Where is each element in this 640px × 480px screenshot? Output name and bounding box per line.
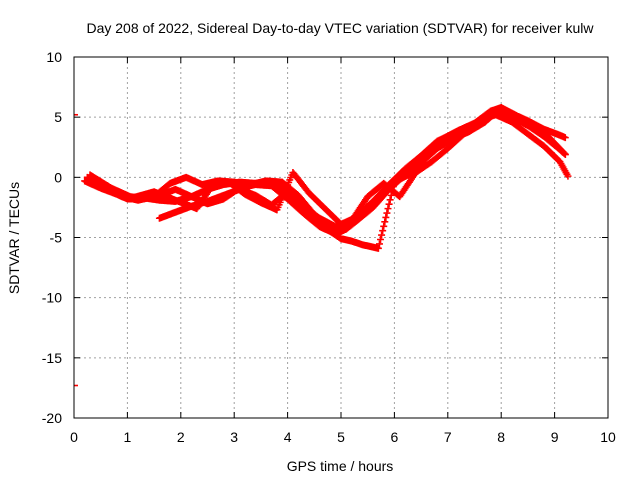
x-tick-label: 2 [177,429,185,445]
y-tick-label: 0 [54,169,62,185]
y-tick-label: 10 [46,49,62,65]
x-tick-labels: 0 1 2 3 4 5 6 7 8 9 10 [70,429,616,445]
series-track-4 [155,111,572,234]
data-point [384,205,392,213]
data-point [348,215,356,223]
y-tick-label: -20 [42,410,62,426]
chart-title: Day 208 of 2022, Sidereal Day-to-day VTE… [86,20,594,36]
data-point [564,172,572,180]
x-tick-label: 3 [230,429,238,445]
x-tick-label: 9 [551,429,559,445]
y-axis-label: SDTVAR / TECUs [6,182,22,294]
data-point [385,200,393,208]
data-point [561,150,569,158]
data-point [383,209,391,217]
data-point [377,236,385,244]
data-point [381,218,389,226]
x-tick-label: 8 [497,429,505,445]
x-tick-label: 4 [284,429,292,445]
y-tick-label: 5 [54,109,62,125]
data-point [382,213,390,221]
x-tick-label: 7 [444,429,452,445]
data-point [379,227,387,235]
y-tick-label: -10 [42,290,62,306]
data-point [561,134,569,142]
data-point [375,240,383,248]
data-point [387,191,395,199]
data-point [386,196,394,204]
data-point [380,222,388,230]
data-point [378,231,386,239]
y-tick-label: -5 [50,230,63,246]
series-track-5 [86,169,356,228]
x-axis-label: GPS time / hours [287,458,394,474]
plot-frame [73,56,609,419]
x-tick-label: 0 [70,429,78,445]
x-tick-label: 5 [337,429,345,445]
x-tick-label: 6 [391,429,399,445]
y-tick-labels: -20 -15 -10 -5 0 5 10 [42,49,62,426]
data-marks [74,104,572,387]
x-tick-label: 1 [124,429,132,445]
data-point [560,149,568,157]
x-tick-label: 10 [600,429,616,445]
data-point [374,244,382,252]
y-tick-label: -15 [42,350,62,366]
